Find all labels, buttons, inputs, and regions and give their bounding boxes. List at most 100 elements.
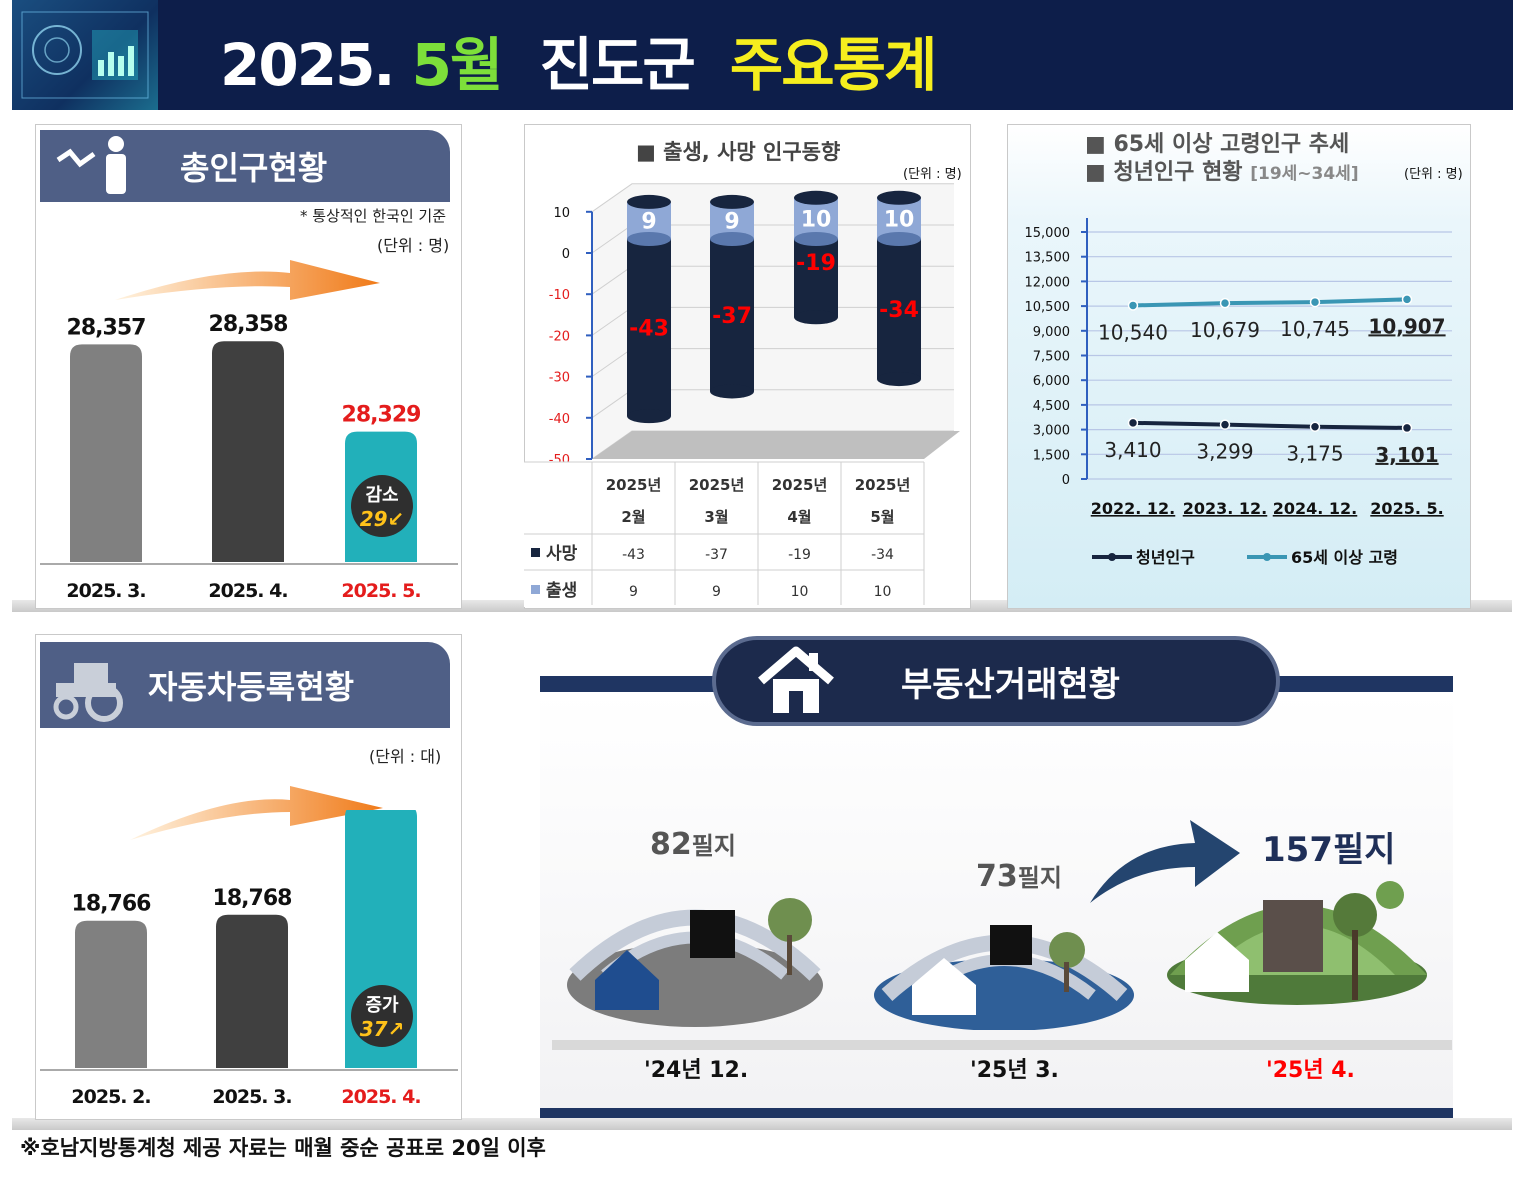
category-year-1: 2025년 bbox=[689, 476, 745, 494]
series-point-1-2 bbox=[1309, 296, 1321, 308]
y-tick-label-1: 13,500 bbox=[1025, 251, 1071, 266]
table-cell-0-0: -43 bbox=[622, 547, 645, 563]
series-line-1 bbox=[1132, 297, 1408, 308]
x-tick-label-2: 2025. 4. bbox=[341, 1086, 420, 1108]
legend-marker-1 bbox=[1263, 553, 1271, 561]
elderly-youth-unit: (단위 : 명) bbox=[1404, 167, 1463, 182]
y-tick-label-3: -20 bbox=[549, 329, 570, 344]
category-year-2: 2025년 bbox=[772, 476, 828, 494]
births-deaths-unit: (단위 : 명) bbox=[903, 167, 962, 182]
table-cell-1-0: 9 bbox=[629, 584, 638, 600]
realestate-unit-3: 필지 bbox=[1332, 830, 1396, 870]
legend-label-0: 청년인구 bbox=[1136, 548, 1195, 567]
birth-bar-top-2 bbox=[794, 190, 838, 205]
up-arrow-icon: ↗ bbox=[387, 1017, 405, 1041]
population-title: 총인구현황 bbox=[180, 149, 328, 187]
x-tick-label-0: 2025. 2. bbox=[71, 1086, 150, 1108]
y-tick-label-5: 7,500 bbox=[1033, 350, 1070, 365]
y-tick-label-10: 0 bbox=[1062, 473, 1070, 488]
title-region: 진도군 bbox=[539, 31, 696, 99]
x-tick-label-1: 2025. 3. bbox=[212, 1086, 291, 1108]
badge-label: 증가 bbox=[365, 995, 399, 1016]
death-value-label-2: -19 bbox=[796, 251, 836, 276]
bar-value-label-0: 18,766 bbox=[72, 892, 152, 917]
realestate-unit-1: 필지 bbox=[691, 832, 736, 860]
death-value-label-0: -43 bbox=[629, 317, 669, 342]
realestate-number-2: 73 bbox=[976, 859, 1018, 894]
x-tick-label-0: 2025. 3. bbox=[66, 580, 145, 600]
bar-value-label-1: 18,768 bbox=[213, 886, 292, 911]
bar-0 bbox=[75, 920, 147, 1068]
category-month-0: 2월 bbox=[621, 508, 645, 526]
birth-bar-base-0 bbox=[627, 232, 671, 246]
data-label-0-0: 3,410 bbox=[1104, 438, 1161, 462]
youth-title: ■ 청년인구 현황 bbox=[1085, 160, 1243, 185]
legend-label-1: 출생 bbox=[546, 581, 577, 601]
realestate-number-3: 157 bbox=[1262, 830, 1333, 870]
header-illustration bbox=[12, 0, 158, 110]
bar-value-label-1: 28,358 bbox=[209, 312, 288, 337]
category-year-0: 2025년 bbox=[606, 476, 662, 494]
births-deaths-chart: 100-10-20-30-40-509-439-3710-1910-342025… bbox=[524, 183, 969, 607]
birth-bar-top-0 bbox=[627, 194, 671, 209]
gridline-0 bbox=[591, 183, 954, 213]
death-bar-1 bbox=[710, 239, 754, 392]
population-chart: 28,357 2025. 3. 28,358 2025. 4. 28,329 2025. … bbox=[40, 312, 458, 600]
birth-value-label-1: 9 bbox=[724, 209, 739, 234]
x-tick-label-3: 2025. 5. bbox=[1370, 499, 1443, 518]
series-point-1-3 bbox=[1401, 294, 1413, 305]
birth-bar-base-1 bbox=[710, 232, 754, 246]
y-tick-label-9: 1,500 bbox=[1033, 448, 1070, 463]
population-unit: (단위 : 명) bbox=[377, 236, 450, 255]
data-label-1-2: 10,745 bbox=[1280, 317, 1350, 341]
bar-0 bbox=[70, 344, 142, 562]
footer-note: ※호남지방통계청 제공 자료는 매월 중순 공표로 20일 이후 bbox=[20, 1136, 546, 1160]
bar-1 bbox=[216, 914, 288, 1068]
population-title-bar: 총인구현황 bbox=[40, 130, 450, 202]
vehicles-increase-badge: 증가 37↗ bbox=[351, 985, 413, 1047]
data-label-1-3: 10,907 bbox=[1368, 314, 1445, 338]
y-tick-label-8: 3,000 bbox=[1033, 424, 1070, 439]
y-tick-label-3: 10,500 bbox=[1025, 300, 1071, 315]
birth-value-label-2: 10 bbox=[801, 207, 832, 232]
y-tick-label-2: -10 bbox=[549, 288, 570, 303]
series-point-0-1 bbox=[1219, 419, 1231, 430]
realestate-period-2: '25년 3. bbox=[970, 1058, 1059, 1083]
series-point-1-1 bbox=[1219, 297, 1231, 309]
table-cell-0-1: -37 bbox=[705, 547, 728, 563]
legend-label-1: 65세 이상 고령 bbox=[1291, 548, 1398, 567]
population-decrease-badge: 감소 29↙ bbox=[351, 475, 413, 537]
x-tick-label-0: 2022. 12. bbox=[1091, 499, 1176, 518]
y-tick-label-5: -40 bbox=[549, 412, 570, 427]
trend-arrow-icon bbox=[115, 260, 380, 300]
increase-arrow-icon bbox=[1090, 820, 1240, 903]
realestate-unit-2: 필지 bbox=[1017, 864, 1062, 892]
realestate-value-3: 157필지 bbox=[1262, 822, 1396, 871]
realestate-value-1: 82필지 bbox=[650, 826, 736, 862]
house-icon bbox=[758, 646, 834, 713]
birth-bar-base-2 bbox=[794, 232, 838, 246]
series-line-0 bbox=[1132, 420, 1408, 430]
series-point-0-0 bbox=[1127, 417, 1139, 429]
land-illustration-1 bbox=[567, 898, 823, 1027]
series-point-1-0 bbox=[1127, 300, 1139, 311]
y-tick-label-0: 10 bbox=[553, 206, 570, 221]
birth-value-label-3: 10 bbox=[884, 207, 915, 232]
dashboard-icon bbox=[21, 11, 149, 99]
table-cell-1-1: 9 bbox=[712, 584, 721, 600]
x-tick-label-1: 2023. 12. bbox=[1183, 499, 1268, 518]
down-arrow-icon: ↙ bbox=[387, 507, 405, 531]
x-tick-label-1: 2025. 4. bbox=[208, 580, 287, 600]
legend-label-0: 사망 bbox=[546, 544, 578, 564]
y-tick-label-6: 6,000 bbox=[1033, 374, 1070, 389]
legend-marker-0 bbox=[1108, 553, 1116, 561]
death-bar-bottom-0 bbox=[627, 409, 671, 424]
realestate-value-2: 73필지 bbox=[976, 858, 1062, 894]
population-note: * 통상적인 한국인 기준 bbox=[300, 207, 447, 225]
y-tick-label-2: 12,000 bbox=[1025, 275, 1071, 290]
header-bar bbox=[12, 0, 1513, 110]
badge-number: 37 bbox=[359, 1017, 388, 1041]
category-year-3: 2025년 bbox=[855, 476, 911, 494]
data-label-1-0: 10,540 bbox=[1098, 320, 1168, 344]
death-bar-bottom-2 bbox=[794, 310, 838, 325]
